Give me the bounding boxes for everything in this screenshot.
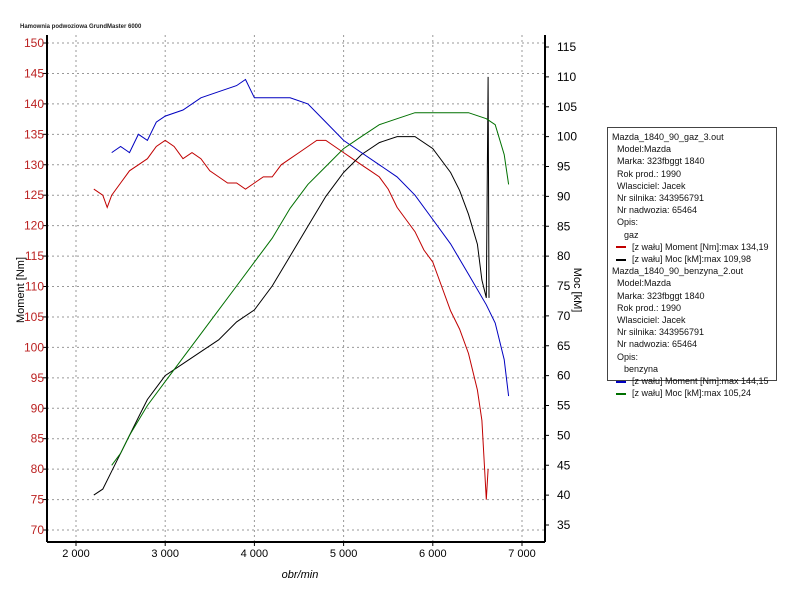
y2-tick-label: 65 [557, 339, 571, 353]
y2-tick-label: 110 [557, 70, 576, 84]
y-tick-label: 100 [24, 340, 44, 354]
y2-tick-label: 45 [557, 458, 571, 472]
y-tick-label: 125 [24, 188, 44, 202]
legend-desc: gaz [624, 229, 639, 240]
legend-engine-no: Nr silnika: 343956791 [617, 193, 705, 204]
series-line-gaz-moc [93, 76, 490, 496]
y-tick-label: 140 [24, 97, 44, 111]
y-tick-label: 110 [25, 280, 44, 294]
y2-tick-label: 60 [557, 369, 571, 383]
x-tick-label: 5 000 [330, 548, 358, 560]
y-tick-label: 120 [24, 219, 44, 233]
y-axis-label: Moment [Nm] [15, 257, 27, 323]
y2-tick-label: 105 [557, 100, 577, 114]
legend-file-benzyna: Mazda_1840_90_benzyna_2.out Model:Mazda … [612, 265, 772, 399]
y2-tick-label: 75 [557, 279, 571, 293]
y-tick-label: 85 [31, 432, 45, 446]
legend-owner: Wlasciciel: Jacek [617, 180, 686, 191]
y-tick-label: 115 [25, 249, 44, 263]
x-tick-label: 7 000 [508, 548, 536, 560]
legend-entry: [z wału] Moment [Nm]:max 144,15 [612, 375, 772, 387]
y2-tick-label: 70 [557, 309, 571, 323]
y2-axis-label: Moc [kM] [571, 268, 583, 313]
legend-label: [z wału] Moment [Nm]:max 144,15 [632, 376, 769, 387]
y-tick-label: 145 [24, 66, 44, 80]
legend-marka: Marka: 323fbggt 1840 [617, 156, 705, 167]
y2-tick-label: 80 [557, 249, 571, 263]
plot-area [47, 35, 545, 542]
legend-marka: Marka: 323fbggt 1840 [617, 290, 705, 301]
series-line-gaz-moment [93, 139, 489, 500]
y2-tick-label: 55 [557, 399, 571, 413]
legend-rok: Rok prod.: 1990 [617, 302, 682, 313]
legend-desc: benzyna [624, 363, 659, 374]
y-tick-label: 135 [24, 127, 44, 141]
y2-tick-label: 115 [557, 40, 576, 54]
y-tick-label: 130 [24, 158, 44, 172]
legend-rok: Rok prod.: 1990 [617, 168, 682, 179]
x-axis-label: obr/min [282, 569, 319, 581]
legend-desc-label: Opis: [617, 351, 639, 362]
y-tick-label: 95 [31, 371, 45, 385]
legend-engine-no: Nr silnika: 343956791 [617, 327, 705, 338]
x-tick-label: 3 000 [151, 548, 179, 560]
legend-model: Model:Mazda [617, 144, 672, 155]
y2-tick-label: 90 [557, 189, 571, 203]
legend-body-no: Nr nadwozia: 65464 [617, 339, 698, 350]
legend-swatch [616, 258, 626, 261]
y-tick-label: 70 [31, 523, 45, 537]
legend-swatch [616, 392, 626, 395]
legend-body-no: Nr nadwozia: 65464 [617, 205, 698, 216]
legend-entry: [z wału] Moc [kM]:max 105,24 [612, 387, 772, 399]
legend-label: [z wału] Moc [kM]:max 109,98 [632, 254, 752, 265]
y2-tick-label: 35 [557, 518, 571, 532]
y2-tick-label: 85 [557, 219, 571, 233]
y2-tick-label: 95 [557, 160, 571, 174]
series-line-benzyna-moment [111, 78, 510, 397]
legend-label: [z wału] Moment [Nm]:max 134,19 [632, 241, 769, 252]
y-tick-label: 80 [31, 462, 45, 476]
legend: Mazda_1840_90_gaz_3.out Model:Mazda Mark… [607, 127, 777, 398]
y2-tick-label: 40 [557, 488, 571, 502]
legend-label: [z wału] Moc [kM]:max 105,24 [632, 388, 752, 399]
y-tick-label: 105 [24, 310, 44, 324]
x-tick-label: 6 000 [419, 548, 447, 560]
x-tick-label: 2 000 [62, 548, 90, 560]
y2-tick-label: 100 [557, 130, 577, 144]
legend-file-gaz: Mazda_1840_90_gaz_3.out Model:Mazda Mark… [612, 131, 772, 265]
legend-swatch [616, 380, 626, 383]
legend-swatch [616, 246, 626, 249]
y-tick-label: 75 [31, 493, 45, 507]
legend-file-name: Mazda_1840_90_gaz_3.out [612, 132, 724, 142]
legend-owner: Wlasciciel: Jacek [617, 315, 686, 326]
legend-desc-label: Opis: [617, 217, 639, 228]
y-tick-label: 90 [31, 401, 45, 415]
legend-model: Model:Mazda [617, 278, 672, 289]
chart-title: Hamownia podwoziowa GrundMaster 6000 [20, 24, 142, 30]
x-tick-label: 4 000 [241, 548, 269, 560]
legend-file-name: Mazda_1840_90_benzyna_2.out [612, 266, 744, 277]
legend-entry: [z wału] Moment [Nm]:max 134,19 [612, 241, 772, 253]
series-line-benzyna-moc [111, 112, 510, 466]
y-tick-label: 150 [24, 36, 44, 50]
legend-entry: [z wału] Moc [kM]:max 109,98 [612, 253, 772, 265]
y2-tick-label: 50 [557, 428, 571, 442]
